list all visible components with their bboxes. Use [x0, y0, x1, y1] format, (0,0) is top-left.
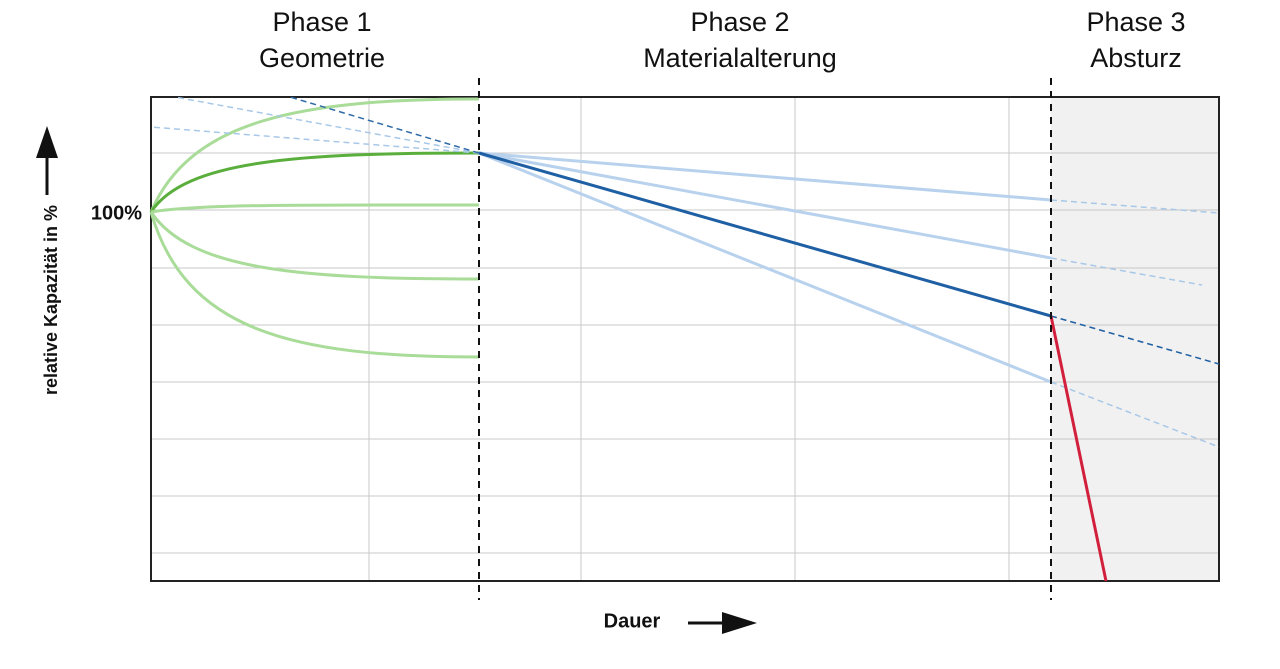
- phase-name: Phase 2: [690, 7, 789, 37]
- reference-label: 100%: [91, 202, 142, 224]
- phase-dividers: [478, 78, 1052, 600]
- y-arrow: [36, 126, 58, 195]
- crash-line: [1049, 315, 1108, 582]
- phase-label: Materialalterung: [643, 43, 837, 73]
- phase-label: Absturz: [1090, 43, 1182, 73]
- phase-label: Geometrie: [259, 43, 385, 73]
- ageing-lines: [150, 96, 1220, 448]
- x-axis-label: Dauer: [604, 610, 661, 632]
- phase-name: Phase 1: [272, 7, 371, 37]
- x-arrow: [688, 612, 757, 634]
- phase-3-area: [1051, 97, 1219, 581]
- geometry-curves: [149, 97, 480, 359]
- y-axis-label: relative Kapazität in %: [41, 205, 61, 395]
- plot-frame: [150, 96, 1220, 582]
- phase-name: Phase 3: [1086, 7, 1185, 37]
